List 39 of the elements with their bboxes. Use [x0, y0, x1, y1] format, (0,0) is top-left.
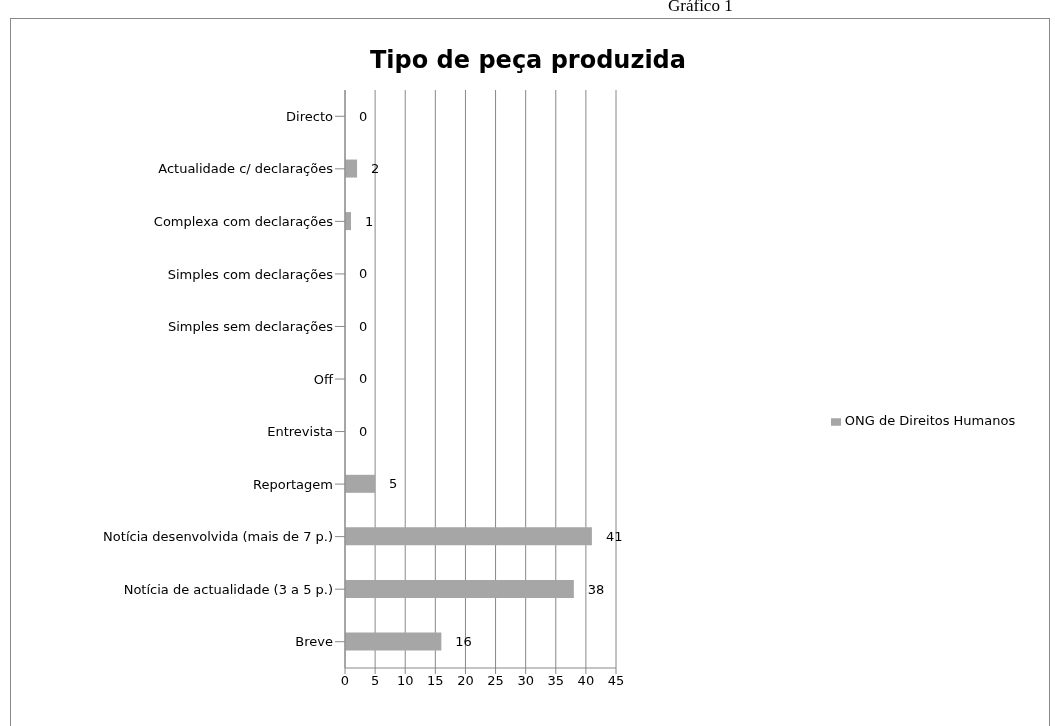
y-tick-label: Reportagem: [253, 476, 333, 492]
y-tick-label: Off: [313, 371, 335, 387]
y-tick-label: Notícia desenvolvida (mais de 7 p.): [103, 529, 333, 545]
data-label: 0: [359, 423, 368, 439]
y-tick-label: Simples com declarações: [167, 266, 334, 282]
y-tick-label: Directo: [286, 108, 334, 124]
x-tick-label: 35: [547, 673, 565, 689]
x-tick-label: 25: [487, 673, 504, 689]
bar: [345, 527, 592, 546]
data-label: 38: [587, 581, 605, 597]
x-tick-label: 0: [340, 673, 350, 689]
y-tick-label: Actualidade c/ declarações: [158, 161, 334, 177]
x-tick-label: 15: [427, 673, 444, 689]
data-label: 0: [359, 266, 368, 282]
y-tick-label: Breve: [295, 634, 333, 650]
data-label: 41: [605, 528, 623, 544]
data-label: 2: [371, 161, 380, 177]
x-tick-label: 5: [370, 673, 380, 689]
legend-label: ONG de Direitos Humanos: [844, 413, 1016, 428]
data-label: 0: [359, 108, 368, 124]
x-tick-label: 20: [457, 673, 474, 689]
data-label: 0: [359, 318, 368, 334]
y-tick-label: Simples sem declarações: [167, 319, 334, 335]
x-tick-label: 40: [577, 673, 595, 689]
bar: [345, 159, 358, 178]
data-label: 0: [359, 371, 368, 387]
y-tick-label: Notícia de actualidade (3 a 5 p.): [123, 581, 333, 597]
bar: [345, 474, 376, 493]
x-tick-label: 10: [396, 673, 414, 689]
x-tick-label: 30: [517, 673, 534, 689]
bar: [345, 632, 442, 651]
x-tick-label: 45: [607, 673, 625, 689]
data-label: 1: [365, 213, 374, 229]
data-label: 5: [389, 476, 398, 492]
y-tick-label: Complexa com declarações: [153, 213, 334, 229]
y-tick-label: Entrevista: [267, 424, 333, 440]
bar: [345, 579, 574, 598]
data-label: 16: [455, 634, 472, 650]
chart-title: Tipo de peça produzida: [369, 46, 687, 74]
